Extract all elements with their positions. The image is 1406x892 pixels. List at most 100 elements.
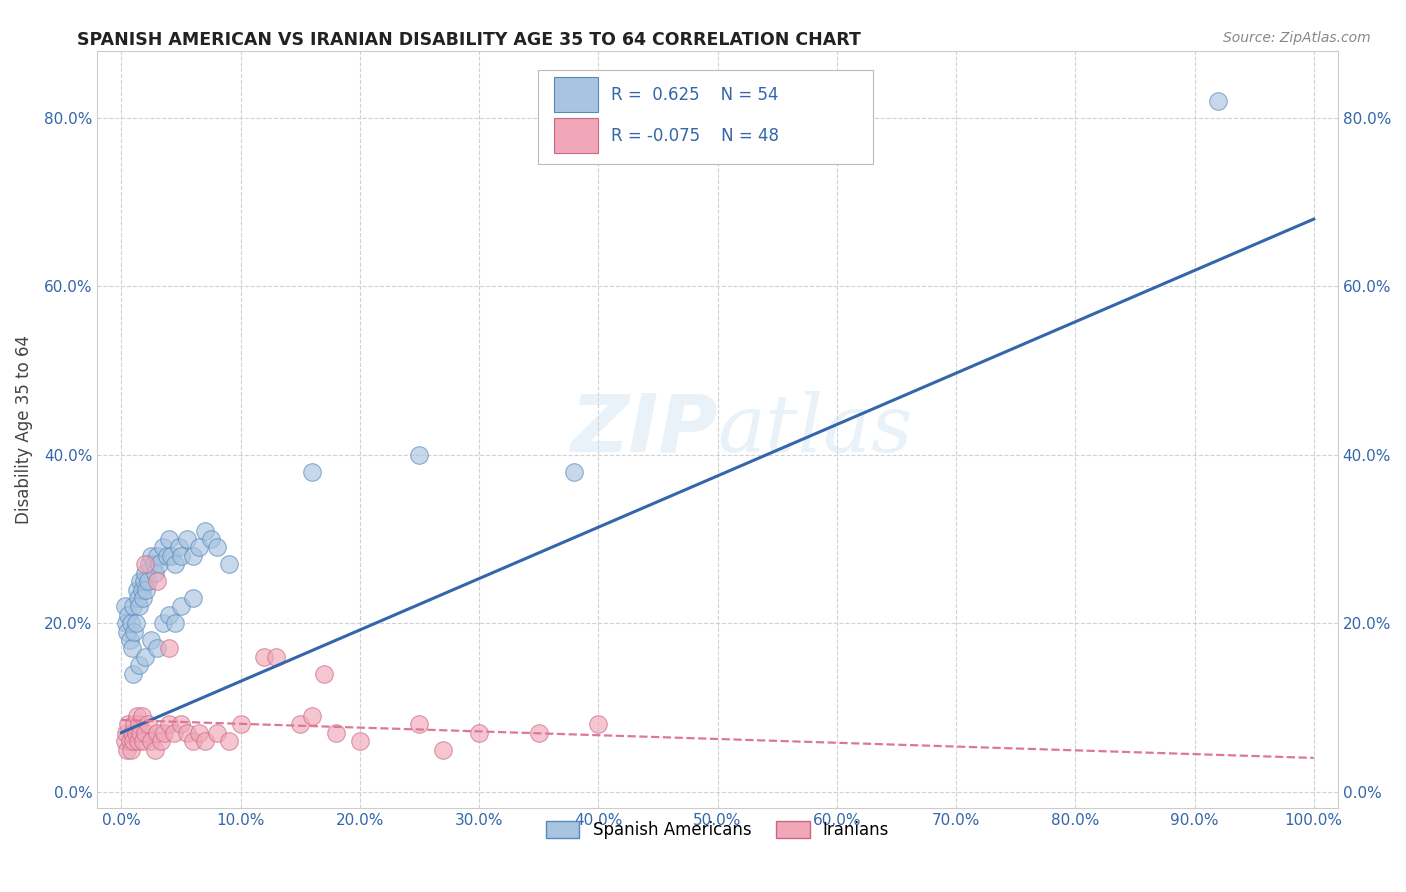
Point [160, 549, 183, 563]
Point [170, 549, 193, 563]
Point [129, 574, 152, 588]
Point [146, 574, 169, 588]
Point [163, 616, 186, 631]
Point [122, 666, 145, 681]
Point [115, 725, 138, 739]
Point [253, 649, 276, 664]
Point [218, 734, 240, 748]
Point [146, 725, 169, 739]
Point [118, 734, 141, 748]
Point [176, 725, 198, 739]
Point [115, 616, 138, 631]
Point [153, 725, 176, 739]
Point [349, 734, 371, 748]
Point [124, 717, 146, 731]
Point [134, 649, 156, 664]
FancyBboxPatch shape [554, 118, 599, 153]
Point [132, 574, 155, 588]
Point [170, 599, 193, 614]
Point [301, 708, 323, 723]
Point [176, 532, 198, 546]
Point [152, 616, 174, 631]
Point [131, 708, 153, 723]
Point [157, 532, 180, 546]
Point [128, 599, 150, 614]
Point [138, 558, 160, 572]
Point [157, 607, 180, 622]
Point [132, 591, 155, 605]
Text: ZIP: ZIP [571, 391, 717, 468]
Point [127, 591, 149, 605]
Point [139, 549, 162, 563]
Point [117, 624, 139, 639]
Point [325, 725, 347, 739]
Point [127, 734, 149, 748]
Point [149, 734, 172, 748]
Text: R =  0.625    N = 54: R = 0.625 N = 54 [610, 86, 779, 103]
Point [134, 566, 156, 580]
Point [408, 717, 430, 731]
Point [146, 641, 169, 656]
Point [194, 524, 217, 538]
Point [139, 734, 162, 748]
Point [124, 725, 146, 739]
Point [118, 633, 141, 648]
Point [1208, 94, 1230, 108]
Point [128, 717, 150, 731]
Point [301, 465, 323, 479]
Point [121, 725, 143, 739]
Point [152, 541, 174, 555]
Point [142, 558, 165, 572]
Point [124, 624, 146, 639]
Legend: Spanish Americans, Iranians: Spanish Americans, Iranians [540, 814, 896, 846]
Point [218, 558, 240, 572]
Point [156, 549, 179, 563]
Point [136, 717, 159, 731]
Point [564, 465, 586, 479]
Point [181, 591, 204, 605]
Point [588, 717, 610, 731]
Point [135, 582, 157, 597]
Point [124, 616, 146, 631]
Point [134, 725, 156, 739]
FancyBboxPatch shape [554, 77, 599, 112]
Point [131, 582, 153, 597]
Point [157, 641, 180, 656]
Point [229, 717, 252, 731]
FancyBboxPatch shape [537, 70, 873, 164]
Point [129, 725, 152, 739]
Point [432, 742, 454, 756]
Point [114, 599, 136, 614]
Text: atlas: atlas [717, 391, 912, 468]
Point [527, 725, 550, 739]
Point [157, 717, 180, 731]
Point [117, 742, 139, 756]
Point [120, 616, 142, 631]
Point [139, 633, 162, 648]
Text: Source: ZipAtlas.com: Source: ZipAtlas.com [1223, 31, 1371, 45]
Point [200, 532, 222, 546]
Text: R = -0.075    N = 48: R = -0.075 N = 48 [610, 127, 779, 145]
Point [181, 549, 204, 563]
Point [194, 734, 217, 748]
Point [187, 541, 209, 555]
Y-axis label: Disability Age 35 to 64: Disability Age 35 to 64 [15, 335, 32, 524]
Point [136, 574, 159, 588]
Point [468, 725, 491, 739]
Point [205, 541, 228, 555]
Point [122, 734, 145, 748]
Point [128, 658, 150, 673]
Point [205, 725, 228, 739]
Point [148, 558, 170, 572]
Text: SPANISH AMERICAN VS IRANIAN DISABILITY AGE 35 TO 64 CORRELATION CHART: SPANISH AMERICAN VS IRANIAN DISABILITY A… [77, 31, 862, 49]
Point [143, 566, 166, 580]
Point [134, 558, 156, 572]
Point [122, 599, 145, 614]
Point [163, 558, 186, 572]
Point [121, 641, 143, 656]
Point [266, 649, 288, 664]
Point [125, 708, 148, 723]
Point [312, 666, 335, 681]
Point [187, 725, 209, 739]
Point [117, 607, 139, 622]
